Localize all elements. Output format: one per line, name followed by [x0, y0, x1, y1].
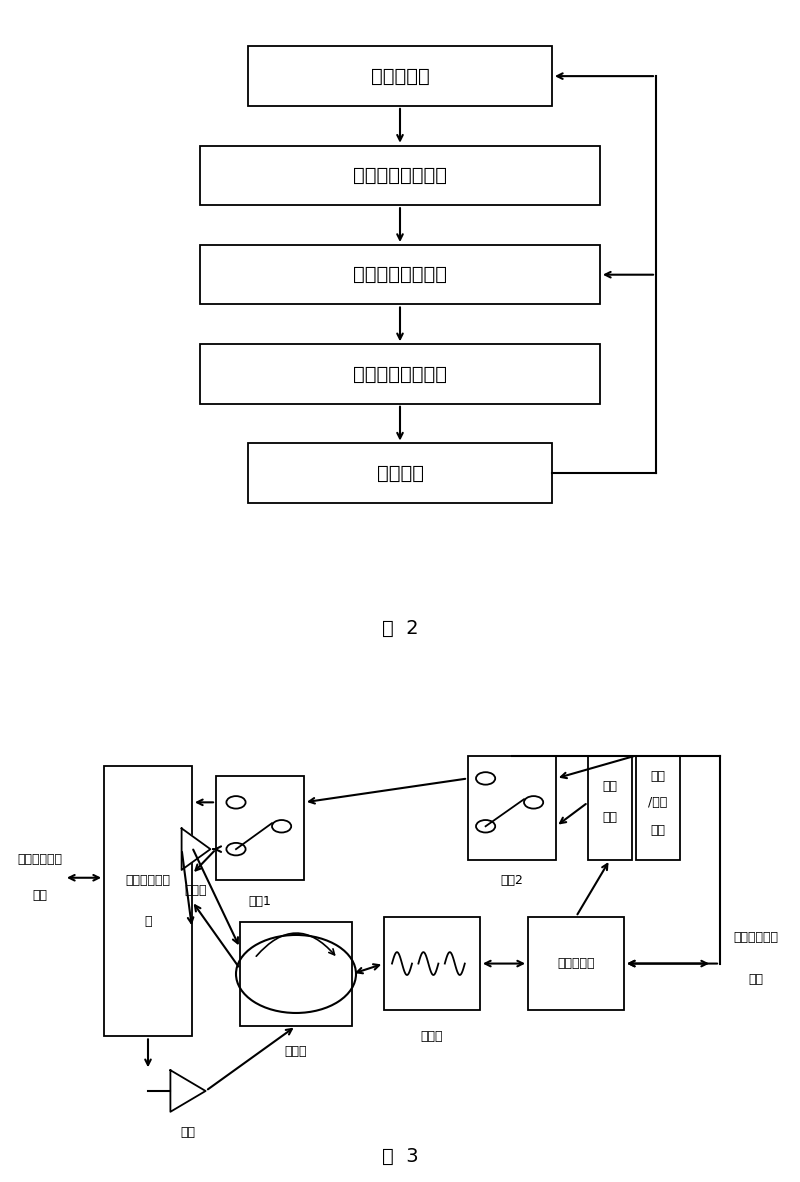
Bar: [216, 777, 304, 881]
Bar: [240, 922, 352, 1026]
Text: 网络: 网络: [749, 973, 763, 986]
Bar: [588, 755, 632, 859]
Text: 定向耦合器: 定向耦合器: [558, 957, 594, 970]
Text: 低噪放: 低噪放: [185, 884, 207, 897]
Text: 检测通道校正单元: 检测通道校正单元: [353, 165, 447, 184]
Text: 连接天线耦合: 连接天线耦合: [734, 931, 778, 944]
Bar: [104, 766, 192, 1037]
Text: 图  2: 图 2: [382, 619, 418, 638]
Bar: [248, 46, 552, 106]
Text: 开关2: 开关2: [501, 873, 523, 886]
Bar: [468, 755, 556, 859]
Polygon shape: [170, 1070, 206, 1112]
Text: 驻波: 驻波: [650, 769, 666, 782]
Bar: [200, 145, 600, 206]
Text: 模块: 模块: [33, 890, 47, 902]
Text: 检测: 检测: [650, 824, 666, 837]
Text: 上行通道校正单元: 上行通道校正单元: [353, 265, 447, 284]
Text: 下行通道校正单元: 下行通道校正单元: [353, 364, 447, 383]
Bar: [636, 755, 680, 859]
Text: 检测: 检测: [602, 812, 618, 824]
Text: 块: 块: [144, 916, 152, 928]
Bar: [528, 917, 624, 1011]
Polygon shape: [182, 829, 210, 870]
Text: 功放: 功放: [181, 1126, 195, 1139]
Text: 判断单元: 判断单元: [377, 463, 423, 482]
Text: 环形器: 环形器: [285, 1046, 307, 1058]
Text: 图  3: 图 3: [382, 1147, 418, 1165]
Bar: [248, 443, 552, 504]
Bar: [200, 245, 600, 305]
Text: 滤波器: 滤波器: [421, 1030, 443, 1043]
Text: 连接数字处理: 连接数字处理: [18, 853, 62, 866]
Text: 初始化单元: 初始化单元: [370, 66, 430, 85]
Bar: [384, 917, 480, 1011]
Bar: [200, 344, 600, 404]
Text: /接收: /接收: [648, 795, 668, 808]
Text: 功率: 功率: [602, 780, 618, 793]
Text: 开关1: 开关1: [249, 895, 271, 908]
Text: 收发信处理模: 收发信处理模: [126, 873, 170, 886]
